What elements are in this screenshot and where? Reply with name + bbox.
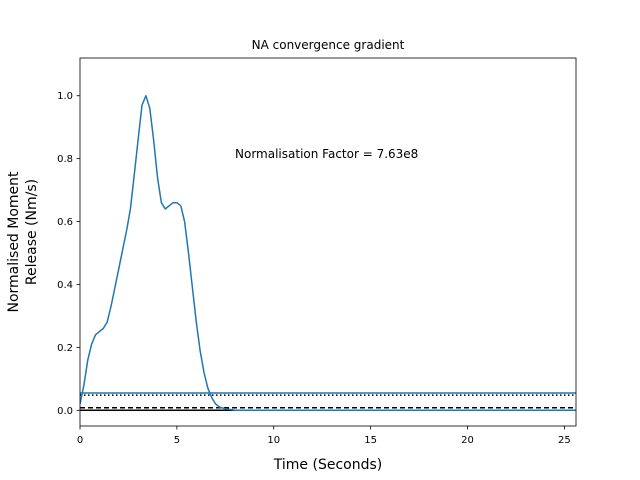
normalisation-annotation: Normalisation Factor = 7.63e8 [235, 147, 418, 161]
y-tick-label-2: 0.4 [57, 280, 73, 291]
x-tick-label-0: 0 [77, 435, 83, 446]
y-tick-label-3: 0.6 [57, 217, 73, 228]
series-line-1 [80, 94, 576, 412]
axes-frame [79, 57, 577, 427]
chart-title: NA convergence gradient [252, 38, 405, 52]
y-axis-label-line-1: Normalised Moment [6, 171, 22, 313]
x-tick-label-15: 15 [364, 435, 377, 446]
x-tick-label-10: 10 [267, 435, 280, 446]
y-axis-label-line-2: Release (Nm/s) [24, 179, 40, 285]
y-tick-label-4: 0.8 [57, 154, 73, 165]
y-tick-label-0: 0.0 [57, 406, 73, 417]
x-tick-label-5: 5 [174, 435, 180, 446]
x-axis-label: Time (Seconds) [273, 457, 382, 473]
x-tick-label-25: 25 [558, 435, 571, 446]
y-tick-label-1: 0.2 [57, 343, 73, 354]
x-tick-label-20: 20 [461, 435, 474, 446]
y-tick-label-5: 1.0 [57, 91, 73, 102]
plot-area: 0 5 10 15 20 25 0.0 0.2 0.4 0.6 0.8 1.0 [57, 57, 577, 446]
